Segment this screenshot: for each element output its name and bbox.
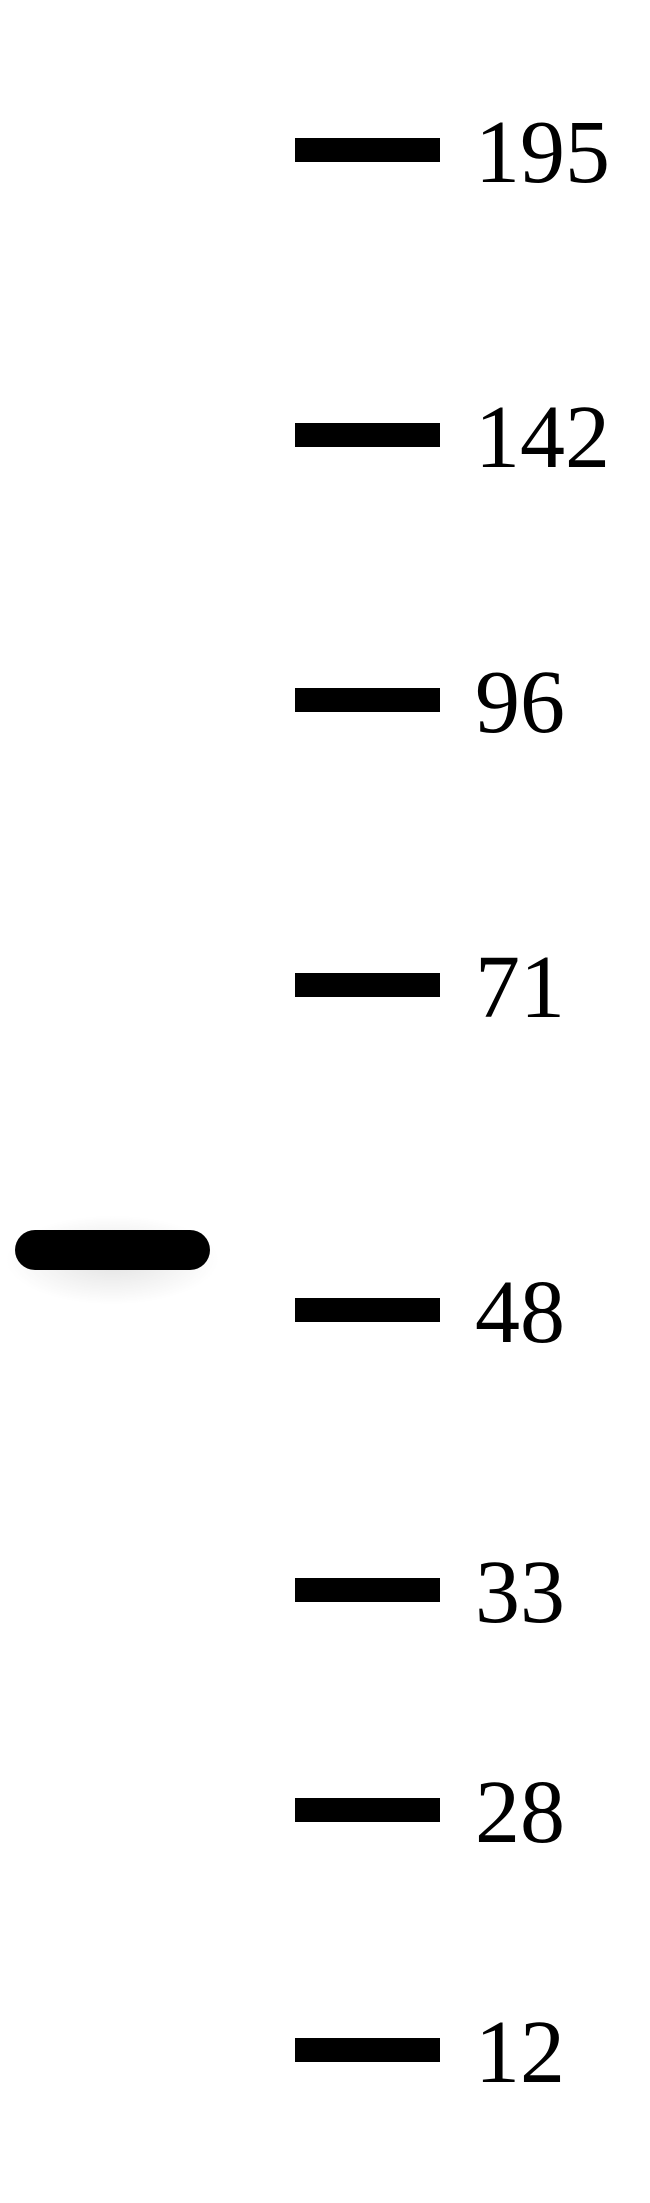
marker-line — [295, 973, 440, 997]
marker-label: 28 — [475, 1761, 565, 1864]
western-blot-diagram: 195 142 96 71 48 33 28 12 — [0, 0, 650, 2203]
marker-label: 33 — [475, 1541, 565, 1644]
marker-line — [295, 2038, 440, 2062]
marker-line — [295, 1578, 440, 1602]
marker-label: 48 — [475, 1261, 565, 1364]
sample-band — [15, 1230, 210, 1270]
marker-label: 142 — [475, 386, 610, 489]
marker-label: 12 — [475, 2001, 565, 2104]
marker-line — [295, 423, 440, 447]
marker-label: 195 — [475, 101, 610, 204]
marker-line — [295, 1298, 440, 1322]
marker-line — [295, 1798, 440, 1822]
marker-line — [295, 138, 440, 162]
marker-label: 96 — [475, 651, 565, 754]
marker-label: 71 — [475, 936, 565, 1039]
marker-line — [295, 688, 440, 712]
